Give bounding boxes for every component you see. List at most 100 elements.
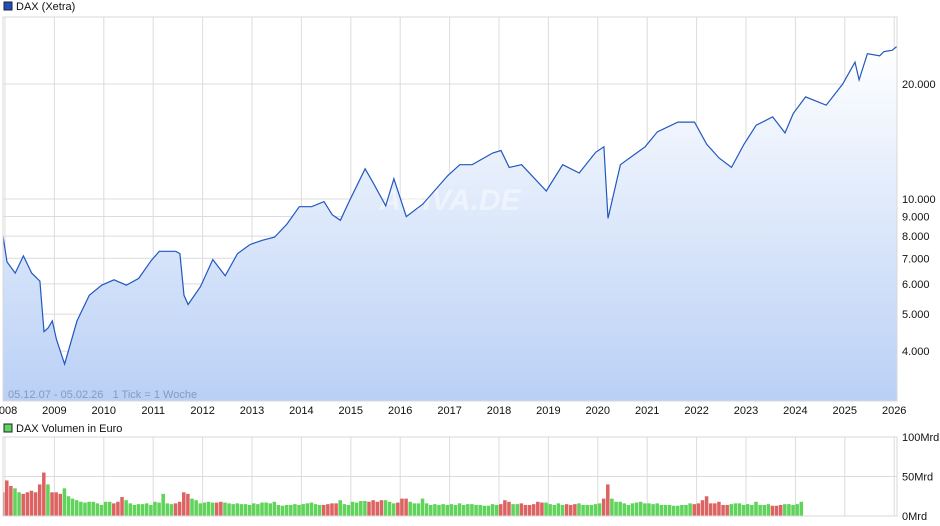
volume-bar	[239, 504, 244, 516]
volume-bar	[412, 503, 417, 516]
volume-bar	[186, 493, 190, 516]
price-legend: DAX (Xetra)	[16, 1, 75, 13]
y-tick-label: 8.000	[902, 231, 930, 243]
volume-bar	[589, 504, 594, 516]
volume-bar	[634, 502, 639, 516]
volume-bar	[54, 492, 58, 516]
volume-bar	[95, 503, 100, 516]
volume-bar	[466, 504, 470, 516]
volume-bar	[626, 504, 631, 516]
volume-bar	[758, 504, 762, 516]
y-tick-label: 7.000	[902, 253, 930, 265]
volume-bar	[585, 504, 589, 516]
volume-bar	[247, 504, 252, 516]
volume-bar	[252, 503, 256, 516]
volume-bar	[321, 504, 326, 516]
x-tick-label: 2008	[0, 405, 17, 417]
volume-bar	[429, 504, 433, 516]
volume-bar	[13, 488, 17, 516]
volume-bar	[284, 504, 289, 516]
volume-bar	[449, 504, 454, 516]
volume-bar	[9, 485, 13, 516]
volume-bar	[494, 504, 499, 516]
volume-bar	[227, 503, 231, 516]
volume-bar	[371, 500, 375, 516]
y-tick-label: 9.000	[902, 212, 930, 224]
volume-bar	[37, 484, 42, 516]
volume-bar	[684, 504, 688, 516]
volume-bar	[741, 504, 746, 516]
volume-bar	[62, 488, 67, 516]
volume-bar	[647, 503, 651, 516]
volume-y-tick-label: 0Mrd	[902, 511, 927, 523]
x-tick-label: 2023	[734, 405, 758, 417]
volume-bar	[515, 504, 519, 516]
volume-bar	[297, 504, 301, 516]
volume-bar	[116, 501, 120, 516]
y-tick-label: 20.000	[902, 79, 936, 91]
volume-bar	[280, 505, 285, 516]
volume-bar	[540, 502, 544, 516]
volume-bar	[120, 497, 124, 516]
volume-bar	[66, 496, 71, 516]
volume-bar	[527, 504, 532, 516]
volume-bar	[330, 503, 334, 516]
volume-bar	[783, 504, 787, 516]
volume-bar	[214, 502, 219, 516]
volume-bar	[482, 505, 487, 516]
volume-bar	[778, 504, 783, 516]
volume-bar	[536, 501, 540, 516]
volume-bar	[766, 504, 771, 516]
volume-bar	[342, 504, 347, 516]
volume-bar	[659, 504, 664, 516]
volume-bar	[568, 504, 573, 516]
y-tick-label: 10.000	[902, 194, 936, 206]
volume-bar	[231, 504, 235, 516]
volume-bar	[165, 503, 170, 516]
volume-bar	[354, 502, 359, 516]
volume-bar	[17, 492, 21, 516]
volume-bar	[441, 504, 445, 516]
volume-bar	[424, 503, 429, 516]
volume-bar	[223, 502, 227, 516]
x-tick-label: 2018	[487, 405, 511, 417]
volume-bar	[206, 501, 211, 516]
volume-bar	[507, 501, 511, 516]
volume-bar	[420, 498, 425, 516]
volume-bar	[387, 501, 392, 516]
volume-bar	[379, 500, 384, 516]
volume-bar	[334, 503, 338, 516]
volume-bar	[91, 501, 95, 516]
volume-bar	[276, 504, 281, 516]
volume-bar	[754, 501, 758, 516]
volume-bar	[643, 503, 647, 516]
volume-bar	[725, 504, 729, 516]
volume-bar	[721, 504, 725, 516]
volume-bar	[433, 504, 437, 516]
x-tick-label: 2020	[586, 405, 610, 417]
volume-bar	[453, 504, 458, 516]
x-tick-label: 2022	[684, 405, 708, 417]
volume-bar	[161, 493, 165, 516]
volume-bar	[614, 501, 618, 516]
volume-bar	[58, 493, 63, 516]
volume-bar	[50, 492, 54, 516]
volume-bar	[461, 504, 466, 516]
volume-bar	[610, 498, 614, 516]
volume-bar	[531, 504, 536, 516]
volume-bar	[630, 503, 635, 516]
volume-bar	[128, 503, 133, 516]
volume-legend-swatch	[3, 423, 13, 433]
x-tick-label: 2014	[289, 405, 313, 417]
volume-bar	[486, 505, 491, 516]
volume-bar	[474, 504, 478, 516]
volume-bar	[198, 503, 202, 516]
volume-bar	[363, 500, 367, 516]
volume-bar	[404, 498, 408, 516]
volume-bar	[606, 484, 610, 516]
volume-bar	[573, 504, 577, 516]
volume-bar	[544, 502, 548, 516]
volume-bar	[717, 501, 721, 516]
volume-bar	[42, 472, 46, 516]
